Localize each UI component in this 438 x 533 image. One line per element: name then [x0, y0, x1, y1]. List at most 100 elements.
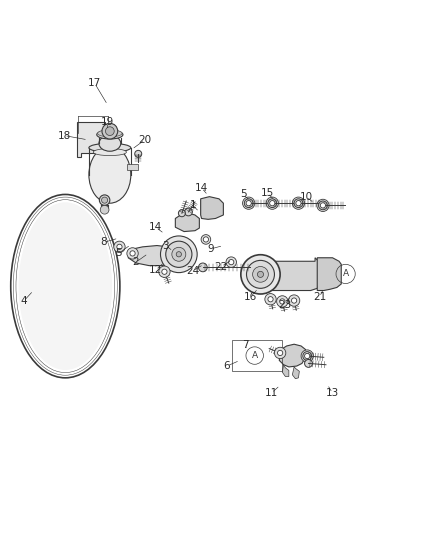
Circle shape — [166, 241, 192, 268]
Text: 15: 15 — [261, 188, 274, 198]
Circle shape — [288, 295, 300, 306]
Ellipse shape — [89, 147, 131, 203]
Circle shape — [253, 266, 268, 282]
Circle shape — [184, 208, 192, 216]
Circle shape — [244, 199, 253, 207]
Ellipse shape — [93, 149, 127, 156]
Ellipse shape — [97, 130, 123, 139]
Circle shape — [162, 269, 167, 274]
Text: 2: 2 — [133, 257, 139, 267]
Text: 20: 20 — [138, 135, 152, 145]
Circle shape — [229, 260, 234, 265]
Circle shape — [266, 197, 279, 209]
Circle shape — [159, 266, 170, 277]
Polygon shape — [175, 213, 199, 231]
Circle shape — [203, 237, 208, 242]
Circle shape — [160, 236, 197, 272]
Text: 13: 13 — [326, 388, 339, 398]
Polygon shape — [201, 197, 223, 220]
Circle shape — [100, 205, 109, 214]
Text: 8: 8 — [100, 238, 106, 247]
Circle shape — [317, 199, 329, 212]
Circle shape — [268, 297, 273, 302]
Text: 11: 11 — [265, 388, 278, 398]
Circle shape — [277, 296, 288, 307]
Polygon shape — [283, 365, 289, 376]
Text: 23: 23 — [278, 300, 291, 310]
Circle shape — [241, 255, 280, 294]
Text: 10: 10 — [300, 192, 313, 201]
Ellipse shape — [99, 135, 121, 151]
Circle shape — [304, 359, 312, 367]
Ellipse shape — [89, 143, 131, 152]
Text: 17: 17 — [88, 78, 101, 88]
Text: 21: 21 — [313, 292, 326, 302]
Circle shape — [99, 195, 110, 205]
Circle shape — [268, 199, 277, 207]
Text: 3: 3 — [162, 240, 169, 251]
Circle shape — [117, 244, 122, 249]
Polygon shape — [77, 123, 106, 157]
Circle shape — [290, 297, 298, 304]
Circle shape — [246, 200, 251, 206]
Circle shape — [304, 353, 310, 359]
Text: 14: 14 — [195, 183, 208, 193]
Circle shape — [102, 123, 118, 139]
Text: A: A — [343, 269, 349, 278]
Circle shape — [201, 235, 211, 244]
Text: 16: 16 — [244, 292, 257, 302]
Circle shape — [127, 248, 138, 259]
Polygon shape — [317, 258, 341, 290]
Circle shape — [275, 348, 286, 359]
Circle shape — [279, 297, 286, 305]
Circle shape — [172, 247, 186, 261]
Text: 12: 12 — [149, 265, 162, 275]
Circle shape — [280, 299, 285, 304]
Circle shape — [247, 261, 275, 288]
Polygon shape — [127, 164, 138, 171]
Circle shape — [102, 197, 108, 203]
Circle shape — [267, 295, 275, 303]
Circle shape — [135, 150, 142, 157]
Circle shape — [320, 203, 325, 208]
Text: 7: 7 — [242, 340, 248, 350]
Circle shape — [226, 257, 237, 268]
Bar — [232, 340, 283, 372]
Text: 6: 6 — [223, 361, 230, 371]
Circle shape — [291, 298, 297, 303]
Text: 5: 5 — [115, 248, 122, 259]
Text: 9: 9 — [207, 244, 214, 254]
Polygon shape — [279, 344, 306, 367]
Circle shape — [270, 200, 275, 206]
Text: 14: 14 — [149, 222, 162, 232]
Text: 1: 1 — [190, 200, 196, 211]
Text: 18: 18 — [57, 131, 71, 141]
Circle shape — [198, 263, 207, 272]
Circle shape — [106, 127, 114, 135]
Text: 19: 19 — [101, 117, 114, 127]
Ellipse shape — [98, 130, 122, 137]
Circle shape — [278, 350, 283, 356]
Circle shape — [160, 268, 168, 276]
Circle shape — [318, 201, 327, 210]
Circle shape — [114, 241, 125, 253]
Circle shape — [294, 199, 303, 207]
Polygon shape — [258, 258, 319, 290]
Circle shape — [130, 251, 135, 256]
Text: 5: 5 — [240, 189, 246, 199]
Circle shape — [303, 352, 311, 360]
Circle shape — [296, 200, 301, 206]
Circle shape — [258, 271, 264, 277]
Circle shape — [178, 210, 185, 217]
Circle shape — [265, 294, 276, 305]
Circle shape — [243, 197, 255, 209]
Ellipse shape — [18, 203, 112, 370]
Circle shape — [176, 252, 181, 257]
Polygon shape — [128, 246, 177, 265]
Text: A: A — [251, 351, 258, 360]
Text: 22: 22 — [215, 262, 228, 271]
Polygon shape — [292, 367, 299, 379]
Text: 24: 24 — [186, 266, 199, 276]
Circle shape — [301, 350, 313, 362]
Text: 4: 4 — [20, 296, 27, 306]
